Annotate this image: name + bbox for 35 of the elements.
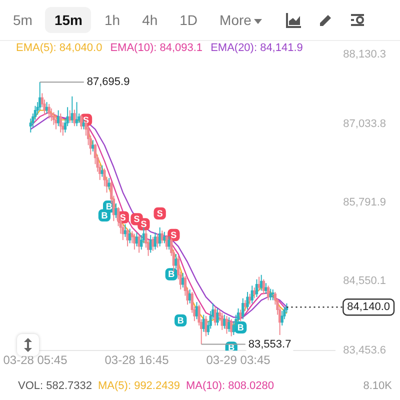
ref-line-label: 84,140.0 — [347, 301, 390, 314]
x-tick-label: 03-29 03:45 — [206, 353, 271, 368]
text: 1D — [178, 11, 199, 30]
text: More — [218, 11, 252, 30]
annotation: 87,695.9 — [86, 76, 130, 88]
text: EMA(10): 84,093.1 — [110, 42, 203, 54]
data-label: S — [140, 219, 147, 230]
y-tick-label: 87,033.8 — [343, 118, 386, 130]
data-label: S — [120, 212, 126, 222]
data-label: S — [170, 230, 177, 240]
text: VOL: 582.7332 — [18, 380, 92, 392]
annotation: 83,553.7 — [248, 338, 292, 350]
text: 15m — [45, 7, 92, 33]
y-tick-label: 85,791.9 — [343, 196, 386, 209]
text: EMA(20): 84,141.9 — [210, 42, 303, 54]
x-tick-label: 03-28 16:45 — [104, 353, 170, 368]
data-label: B — [168, 269, 176, 280]
data-label: B — [101, 210, 108, 220]
data-label: B — [106, 202, 113, 212]
text: EMA(5): 84,040.0 — [16, 42, 102, 54]
y-tick-label: 84,550.1 — [343, 275, 386, 288]
y-tick-label: 83,453.6 — [343, 344, 386, 357]
y-tick-label: 88,130.3 — [343, 48, 386, 61]
text: MA(5): 992.2439 — [98, 380, 180, 392]
text: 8.10K — [363, 380, 392, 392]
data-label: B — [177, 315, 184, 326]
data-label: B — [237, 322, 244, 332]
data-label: S — [134, 214, 140, 224]
text: MA(10): 808.0280 — [186, 380, 274, 392]
data-label: S — [156, 208, 163, 218]
data-label: B — [228, 342, 236, 353]
text: 5m — [12, 11, 34, 30]
text: 1h — [103, 11, 122, 30]
text: 4h — [141, 11, 159, 30]
x-tick-label: 03-28 05:45 — [3, 353, 68, 368]
